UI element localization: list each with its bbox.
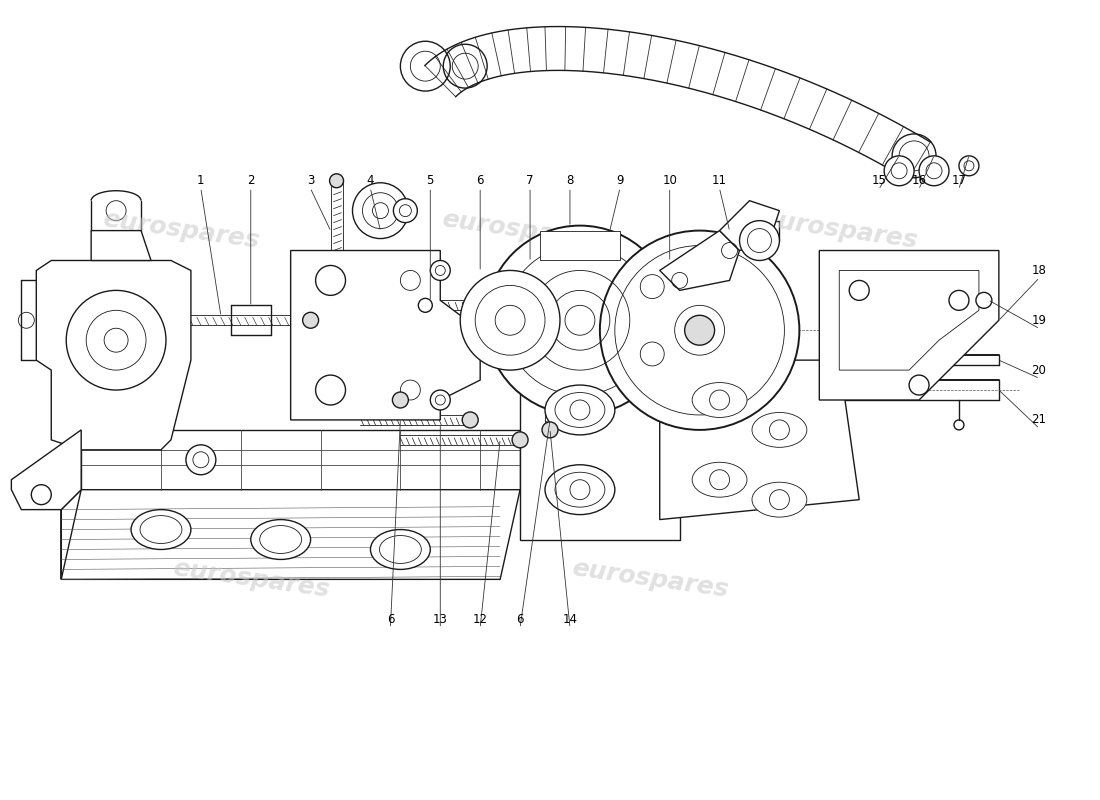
Circle shape xyxy=(485,226,674,415)
Circle shape xyxy=(460,270,560,370)
Circle shape xyxy=(600,230,800,430)
Circle shape xyxy=(496,274,519,298)
Circle shape xyxy=(513,432,528,448)
Text: 8: 8 xyxy=(566,174,573,187)
Text: 7: 7 xyxy=(526,174,534,187)
Circle shape xyxy=(393,392,408,408)
Text: eurospares: eurospares xyxy=(101,208,261,254)
Text: 2: 2 xyxy=(248,174,254,187)
Text: 18: 18 xyxy=(1032,264,1046,277)
Polygon shape xyxy=(11,430,81,510)
Polygon shape xyxy=(660,230,739,290)
Ellipse shape xyxy=(692,462,747,497)
Text: 19: 19 xyxy=(1032,314,1046,326)
Text: 3: 3 xyxy=(307,174,315,187)
Circle shape xyxy=(430,261,450,281)
Circle shape xyxy=(330,174,343,188)
Text: 5: 5 xyxy=(427,174,434,187)
Text: 6: 6 xyxy=(476,174,484,187)
Ellipse shape xyxy=(544,385,615,435)
Text: 20: 20 xyxy=(1032,364,1046,377)
Polygon shape xyxy=(839,270,979,370)
Polygon shape xyxy=(520,360,680,539)
Text: 4: 4 xyxy=(366,174,374,187)
Circle shape xyxy=(684,315,715,345)
Polygon shape xyxy=(719,201,780,250)
Text: eurospares: eurospares xyxy=(440,208,600,254)
Polygon shape xyxy=(425,26,931,180)
Ellipse shape xyxy=(131,510,191,550)
Circle shape xyxy=(352,182,408,238)
Circle shape xyxy=(920,156,949,186)
Ellipse shape xyxy=(251,519,310,559)
Polygon shape xyxy=(820,250,999,400)
Text: 13: 13 xyxy=(432,613,448,626)
Text: 9: 9 xyxy=(616,174,624,187)
Text: 10: 10 xyxy=(662,174,678,187)
Circle shape xyxy=(186,445,216,474)
Circle shape xyxy=(462,412,478,428)
Polygon shape xyxy=(62,490,520,579)
Circle shape xyxy=(302,312,319,328)
Circle shape xyxy=(542,422,558,438)
Circle shape xyxy=(394,198,417,222)
Circle shape xyxy=(959,156,979,176)
Polygon shape xyxy=(540,230,619,261)
Text: 1: 1 xyxy=(197,174,205,187)
Polygon shape xyxy=(91,230,151,261)
Text: 6: 6 xyxy=(516,613,524,626)
Text: eurospares: eurospares xyxy=(759,208,920,254)
Circle shape xyxy=(640,274,664,298)
Circle shape xyxy=(739,221,780,261)
Text: 17: 17 xyxy=(952,174,967,187)
Text: eurospares: eurospares xyxy=(170,557,331,602)
Text: 12: 12 xyxy=(473,613,487,626)
Text: 16: 16 xyxy=(912,174,926,187)
Polygon shape xyxy=(660,360,859,519)
Ellipse shape xyxy=(692,382,747,418)
Text: 15: 15 xyxy=(871,174,887,187)
Text: 6: 6 xyxy=(387,613,394,626)
Text: 11: 11 xyxy=(712,174,727,187)
Polygon shape xyxy=(62,430,81,579)
Text: 14: 14 xyxy=(562,613,578,626)
Circle shape xyxy=(496,342,519,366)
Polygon shape xyxy=(36,261,191,450)
Ellipse shape xyxy=(544,465,615,514)
Circle shape xyxy=(640,342,664,366)
Polygon shape xyxy=(81,430,520,490)
Circle shape xyxy=(884,156,914,186)
Circle shape xyxy=(976,292,992,308)
Polygon shape xyxy=(290,250,481,420)
Ellipse shape xyxy=(752,413,806,447)
Circle shape xyxy=(430,390,450,410)
Text: 21: 21 xyxy=(1032,414,1046,426)
Ellipse shape xyxy=(752,482,806,517)
Text: eurospares: eurospares xyxy=(570,557,729,602)
Ellipse shape xyxy=(371,530,430,570)
